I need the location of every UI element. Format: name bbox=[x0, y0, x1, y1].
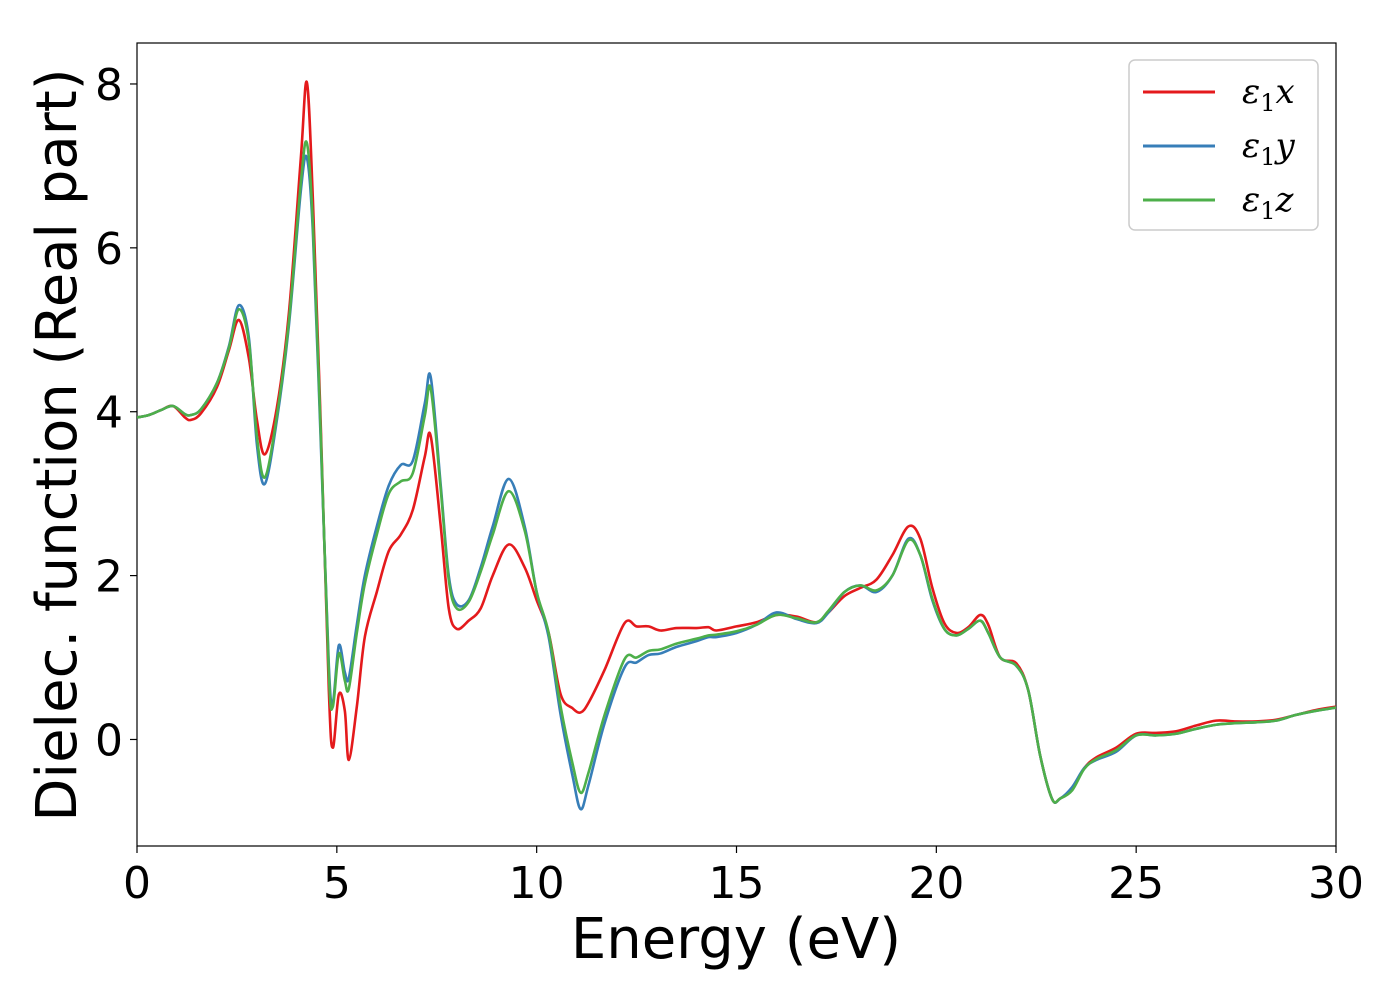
legend-subscript: 1 bbox=[1260, 197, 1275, 225]
y-axis-title: Dielec. function (Real part) bbox=[25, 68, 90, 821]
x-tick-label: 20 bbox=[908, 858, 964, 909]
x-tick-label: 25 bbox=[1108, 858, 1164, 909]
legend-label-z: ε1z bbox=[1242, 180, 1295, 225]
x-tick-label: 15 bbox=[709, 858, 765, 909]
legend-symbol: ε bbox=[1242, 72, 1260, 112]
series-line-z bbox=[137, 140, 1336, 804]
y-tick-label: 8 bbox=[95, 60, 123, 111]
legend-axis: z bbox=[1275, 180, 1295, 220]
y-tick-label: 2 bbox=[95, 552, 123, 603]
ticks-layer: 0 5 10 15 20 25 30 0 2 4 6 8 bbox=[95, 60, 1364, 909]
legend-label-x: ε1x bbox=[1242, 72, 1295, 117]
x-tick-label: 5 bbox=[323, 858, 351, 909]
legend-axis: x bbox=[1276, 72, 1295, 112]
y-tick-label: 4 bbox=[95, 388, 123, 439]
legend-box bbox=[1128, 59, 1319, 231]
x-tick-label: 10 bbox=[509, 858, 565, 909]
legend-symbol: ε bbox=[1242, 126, 1260, 166]
legend-subscript: 1 bbox=[1260, 143, 1275, 171]
legend-axis: y bbox=[1274, 126, 1296, 166]
x-axis-title: Energy (eV) bbox=[571, 907, 901, 972]
series-layer bbox=[137, 80, 1336, 811]
legend-subscript: 1 bbox=[1260, 89, 1275, 117]
x-tick-label: 30 bbox=[1308, 858, 1364, 909]
legend-label-y: ε1y bbox=[1242, 126, 1296, 171]
legend-symbol: ε bbox=[1242, 180, 1260, 220]
y-tick-label: 0 bbox=[95, 715, 123, 766]
y-tick-label: 6 bbox=[95, 224, 123, 275]
x-tick-label: 0 bbox=[123, 858, 151, 909]
